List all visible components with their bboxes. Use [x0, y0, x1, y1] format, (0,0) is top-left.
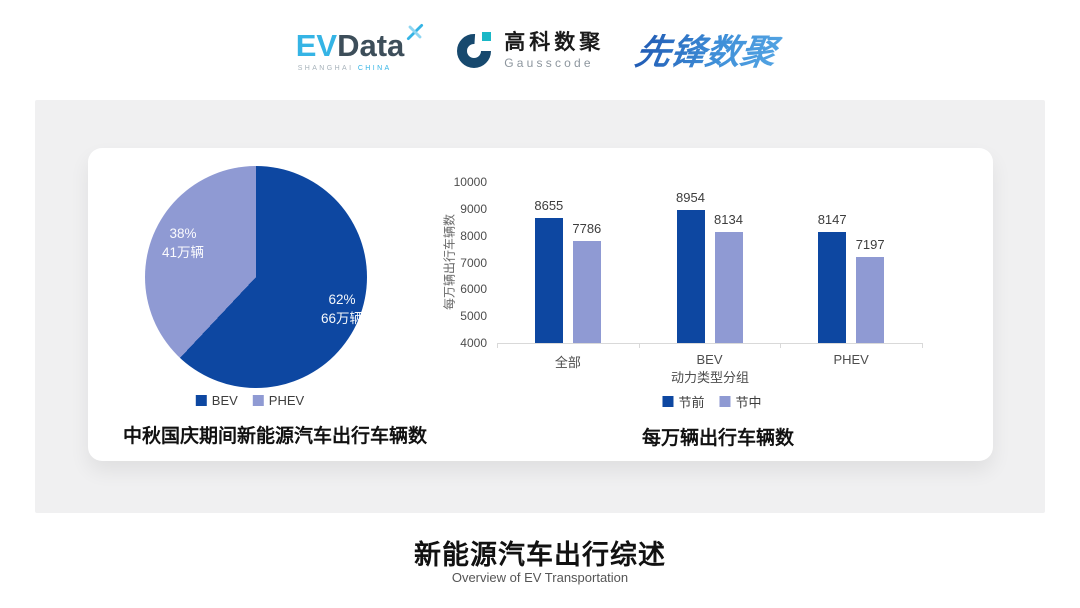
legend-label: BEV [211, 393, 238, 408]
pie-slice-label-bev: 62% 66万辆 [321, 291, 363, 329]
bar-value-label: 8655 [534, 198, 564, 214]
bar-value-label: 8147 [817, 211, 847, 227]
bar [714, 232, 743, 343]
legend-swatch [719, 396, 731, 407]
legend-label: 节中 [735, 395, 762, 410]
bar-y-axis-label: 每万辆出行车辆数 [442, 213, 457, 311]
header: EV Data SHANGHAI CHINA [0, 22, 1080, 80]
legend-item: BEV [195, 393, 238, 408]
bar [856, 257, 885, 343]
bev-percent-text: 62% [328, 292, 356, 308]
y-tick-label: 9000 [460, 201, 487, 216]
page-subtitle: Overview of EV Transportation [451, 570, 629, 585]
gray-panel: 38% 41万辆 62% 66万辆 BEV PHEV 中秋国庆期间新能源汽车出行车… [35, 100, 1045, 513]
evdata-subtitle: SHANGHAI CHINA [296, 65, 426, 72]
pie-chart [145, 166, 367, 388]
gausscode-wordmark: 高科数聚 Gausscode [504, 30, 605, 71]
legend-swatch [195, 395, 207, 406]
chart-card: 38% 41万辆 62% 66万辆 BEV PHEV 中秋国庆期间新能源汽车出行车… [88, 148, 993, 461]
legend-item: 节中 [719, 392, 762, 411]
bar [572, 241, 601, 343]
y-tick-label: 8000 [460, 228, 487, 243]
legend-item: 节前 [662, 392, 705, 411]
phev-percent-text: 38% [169, 226, 197, 242]
y-tick-label: 4000 [460, 336, 487, 350]
bar-legend: 节前 节中 [662, 392, 762, 411]
bar [818, 231, 847, 343]
pie-chart-title: 中秋国庆期间新能源汽车出行车辆数 [122, 426, 428, 447]
evdata-data-text: Data [337, 28, 405, 63]
category-label: PHEV [833, 352, 869, 367]
legend-item: PHEV [252, 393, 305, 408]
evdata-china-text: CHINA [357, 65, 392, 72]
axis-tick [922, 343, 923, 348]
evdata-wordmark: EV Data [295, 23, 426, 63]
axis-tick [780, 343, 782, 348]
axis-tick [638, 343, 640, 348]
axis-tick [497, 343, 498, 348]
bar-value-label: 8954 [676, 190, 705, 206]
bar [676, 210, 705, 343]
pioneer-logo: 先锋数聚 [629, 24, 789, 79]
pie-legend: BEV PHEV [195, 393, 305, 408]
y-tick-label: 7000 [460, 255, 487, 270]
category-label: BEV [696, 352, 723, 367]
legend-label: 节前 [678, 395, 705, 410]
gausscode-g-icon [455, 29, 495, 74]
y-tick-label: 5000 [460, 309, 487, 324]
gausscode-logo: 高科数聚 Gausscode [455, 29, 604, 74]
y-tick-label: 6000 [460, 282, 487, 297]
pie-slice-label-phev: 38% 41万辆 [162, 225, 204, 263]
category-label: 全部 [554, 355, 581, 370]
evdata-logo: EV Data SHANGHAI CHINA [295, 23, 426, 72]
gausscode-cn-text: 高科数聚 [504, 30, 605, 54]
y-tick-label: 10000 [453, 175, 487, 189]
evdata-spark-icon [405, 22, 425, 46]
evdata-ev-text: EV [295, 28, 338, 63]
bar-chart-title: 每万辆出行车辆数 [641, 428, 795, 449]
legend-label: PHEV [268, 393, 305, 408]
bar-plot: 4000 5000 6000 7000 8000 9000 10000 全部 8655 7786 B… [454, 175, 923, 370]
bev-value-text: 66万辆 [320, 311, 364, 326]
page-title: 新能源汽车出行综述 [414, 540, 666, 570]
evdata-shanghai-text: SHANGHAI [297, 65, 354, 72]
bar-value-label: 8134 [714, 212, 743, 228]
gausscode-en-text: Gausscode [504, 56, 594, 71]
bar-value-label: 7197 [855, 237, 885, 253]
legend-swatch [662, 396, 674, 407]
bar-x-axis-label: 动力类型分组 [670, 370, 750, 385]
bar-value-label: 7786 [572, 221, 602, 237]
bar [534, 218, 563, 343]
legend-swatch [252, 395, 264, 406]
phev-value-text: 41万辆 [161, 245, 205, 260]
